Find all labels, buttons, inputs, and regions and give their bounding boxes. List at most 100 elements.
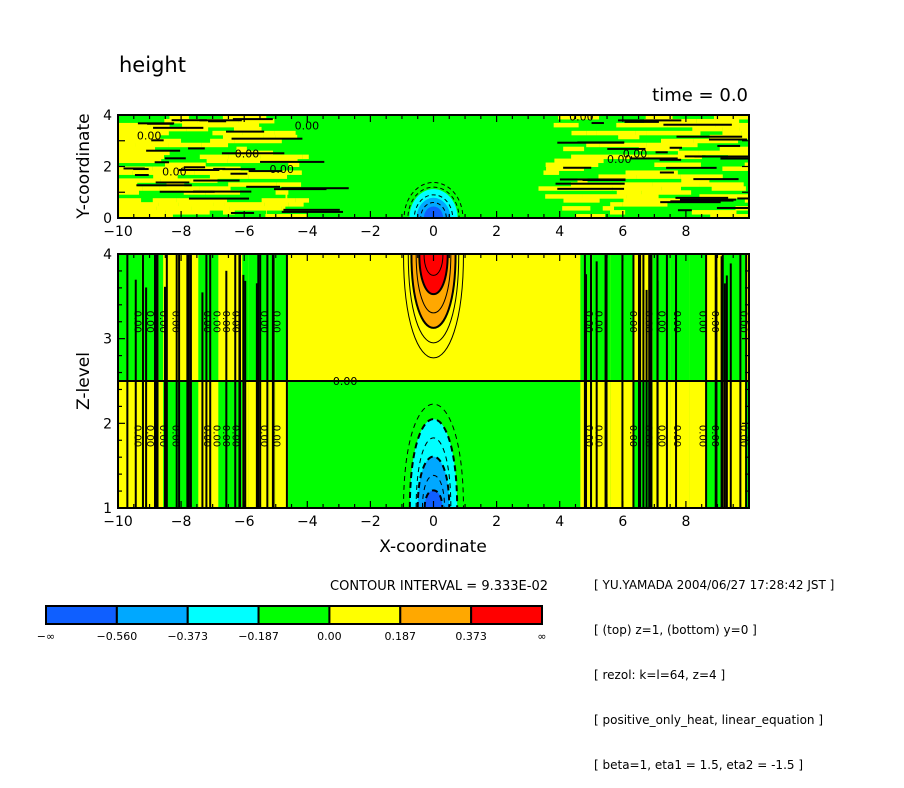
top-yellow-region — [191, 206, 230, 211]
bottom-contour-line — [134, 279, 137, 508]
top-contour-line — [666, 166, 717, 169]
top-yellow-region — [229, 206, 282, 211]
bottom-contour-label: 0.00 — [201, 425, 212, 447]
top-yellow-region — [118, 146, 156, 152]
bottom-stripe-region — [158, 254, 164, 381]
top-contour-line — [123, 167, 145, 170]
top-yellow-region — [135, 142, 169, 148]
y-tick-label: 4 — [103, 247, 112, 263]
top-yellow-region — [199, 154, 229, 160]
bottom-contour-label: 0.00 — [169, 311, 180, 333]
top-yellow-region — [719, 146, 749, 152]
top-yellow-region — [264, 202, 289, 207]
bottom-contour-label: 0.00 — [270, 311, 281, 333]
top-yellow-region — [201, 142, 229, 148]
top-contour-line — [655, 151, 668, 154]
top-contour-label: 0.00 — [269, 163, 294, 176]
top-yellow-region — [571, 154, 620, 160]
top-yellow-region — [118, 214, 173, 218]
bottom-stripe-region — [275, 254, 289, 381]
chart-subtitle: time = 0.0 — [652, 85, 748, 106]
top-contour-line — [193, 190, 252, 193]
top-yellow-region — [222, 210, 235, 215]
top-yellow-region — [209, 174, 249, 179]
bottom-contour-label: 0.00 — [643, 311, 654, 333]
top-yellow-region — [620, 182, 653, 187]
top-contour-line — [248, 170, 283, 173]
colorbar-level-label: −∞ — [37, 630, 55, 643]
x-tick-label: −4 — [297, 514, 318, 530]
top-yellow-region — [238, 118, 275, 124]
top-yellow-region — [586, 130, 597, 136]
info-line: [ YU.YAMADA 2004/06/27 17:28:42 JST ] — [594, 578, 835, 592]
top-contour-line — [153, 126, 204, 129]
top-contour-line — [717, 144, 741, 147]
top-yellow-region — [554, 158, 604, 164]
top-yellow-region — [194, 170, 240, 175]
top-ticks — [117, 114, 750, 219]
x-tick-label: 0 — [429, 224, 438, 240]
bottom-contour-label: 0.00 — [671, 311, 682, 333]
top-contour-line — [222, 168, 256, 171]
top-yellow-region — [263, 134, 276, 140]
colorbar-level-label: 0.373 — [455, 630, 487, 643]
top-yellow-region — [622, 202, 668, 207]
top-contour-line — [164, 157, 186, 160]
x-tick-label: 8 — [681, 514, 690, 530]
top-contour-line — [208, 120, 227, 123]
top-yellow-region — [737, 194, 749, 199]
bottom-zero-contour — [118, 380, 749, 382]
top-contour-line — [147, 122, 174, 125]
top-contour-line — [659, 158, 682, 161]
top-contour-line — [708, 138, 748, 141]
positive-plume-region — [415, 254, 452, 314]
x-tick-label: 2 — [492, 224, 501, 240]
bottom-contour-label: 0.00 — [627, 311, 638, 333]
top-contour-line — [675, 196, 729, 199]
top-yellow-region — [222, 134, 264, 140]
top-yellow-region — [118, 198, 142, 203]
bottom-contour-label: 0.00 — [583, 425, 594, 447]
top-contour-label: 0.00 — [569, 110, 594, 123]
bottom-contour-line — [595, 261, 598, 508]
top-yellow-region — [693, 138, 739, 144]
top-contour-label: 0.00 — [295, 119, 320, 132]
top-yellow-region — [165, 170, 195, 175]
top-yellow-region — [118, 190, 140, 195]
top-yellow-region — [722, 130, 742, 136]
y-tick-label: 1 — [103, 501, 112, 517]
top-contour-line — [694, 155, 749, 158]
bottom-contour-label: 0.00 — [592, 311, 603, 333]
top-yellow-region — [152, 166, 198, 171]
top-yellow-region — [118, 202, 159, 207]
top-yellow-region — [118, 158, 162, 164]
bottom-contour-label: 0.00 — [643, 425, 654, 447]
top-yellow-region — [275, 134, 298, 140]
top-contour-line — [155, 181, 190, 184]
top-yellow-region — [618, 134, 640, 140]
positive-plume-region — [418, 254, 449, 296]
bottom-contour-label: 0.00 — [655, 425, 666, 447]
top-contour-label: 0.00 — [162, 166, 187, 179]
top-yellow-region — [118, 122, 151, 128]
bottom-contour-label: 0.00 — [709, 311, 720, 333]
top-yellow-region — [227, 158, 243, 164]
top-yellow-region — [290, 214, 308, 218]
bottom-panel: 0.000.000.000.000.000.000.000.000.000.00… — [74, 247, 750, 557]
y-tick-label: 4 — [103, 108, 112, 124]
bottom-contour-label: 0.00 — [144, 311, 155, 333]
x-tick-label: −6 — [234, 224, 255, 240]
top-yellow-region — [680, 174, 723, 179]
top-contour-line — [159, 190, 215, 193]
top-dashed-contour — [420, 202, 447, 218]
bottom-contour-line — [585, 274, 588, 508]
bottom-contour-line — [645, 289, 648, 508]
top-yellow-region — [199, 186, 231, 191]
negative-plume-region — [403, 403, 464, 508]
top-yellow-region — [142, 186, 160, 191]
top-yellow-region — [228, 154, 261, 160]
top-yellow-region — [234, 138, 282, 144]
top-yellow-region — [661, 186, 681, 191]
bottom-contour-line — [255, 283, 258, 508]
top-contour-label: 0.00 — [137, 130, 162, 143]
